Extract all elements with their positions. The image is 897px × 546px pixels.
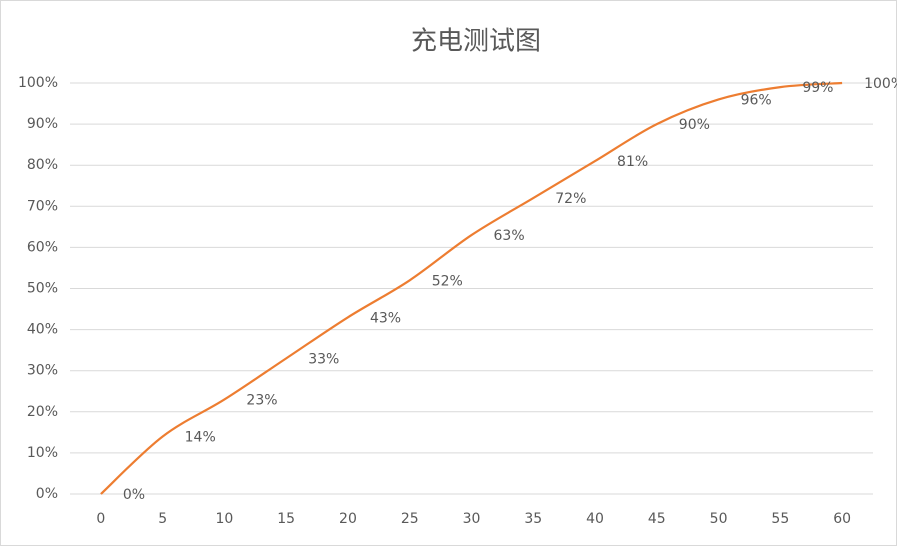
x-tick-label: 25 xyxy=(401,511,419,527)
y-tick-label: 10% xyxy=(27,445,58,461)
y-tick-label: 90% xyxy=(27,116,58,132)
x-tick-label: 20 xyxy=(339,511,357,527)
line xyxy=(100,81,843,495)
data-label: 52% xyxy=(432,273,463,289)
data-label: 100% xyxy=(864,76,897,92)
data-label: 33% xyxy=(308,351,339,367)
x-tick-label: 45 xyxy=(648,511,666,527)
data-label: 23% xyxy=(246,392,277,408)
y-tick-label: 0% xyxy=(36,486,58,502)
x-tick-label: 15 xyxy=(277,511,295,527)
data-label: 81% xyxy=(617,154,648,170)
chart-title: 充电测试图 xyxy=(411,27,541,57)
x-tick-label: 30 xyxy=(463,511,481,527)
y-tick-label: 60% xyxy=(27,239,58,255)
x-tick-label: 5 xyxy=(158,511,167,527)
y-tick-label: 70% xyxy=(27,198,58,214)
y-tick-label: 20% xyxy=(27,404,58,420)
y-tick-label: 40% xyxy=(27,322,58,338)
data-label: 14% xyxy=(185,429,216,445)
x-tick-label: 40 xyxy=(586,511,604,527)
y-tick-label: 30% xyxy=(27,363,58,379)
data-label: 96% xyxy=(741,92,772,108)
y-tick-label: 50% xyxy=(27,281,58,297)
data-label: 63% xyxy=(494,228,525,244)
data-label: 72% xyxy=(555,191,586,207)
data-label: 43% xyxy=(370,310,401,326)
x-tick-label: 55 xyxy=(771,511,789,527)
data-label: 90% xyxy=(679,117,710,133)
y-tick-label: 80% xyxy=(27,157,58,173)
x-tick-label: 50 xyxy=(710,511,728,527)
x-tick-label: 60 xyxy=(833,511,851,527)
data-label: 99% xyxy=(802,80,833,96)
x-tick-label: 10 xyxy=(216,511,234,527)
x-tick-label: 0 xyxy=(96,511,105,527)
y-tick-label: 100% xyxy=(18,75,58,91)
x-tick-label: 35 xyxy=(524,511,542,527)
data-label: 0% xyxy=(123,487,145,503)
